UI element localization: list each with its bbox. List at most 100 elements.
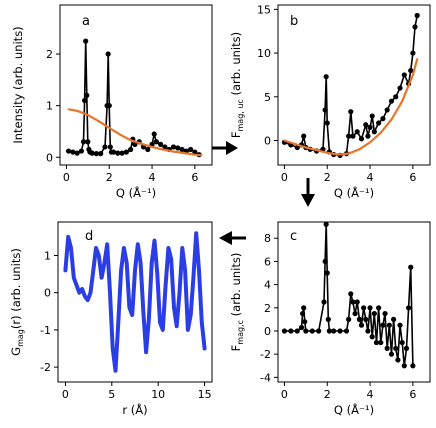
y-tick-label: 5 (264, 91, 271, 104)
data-point (410, 50, 416, 56)
data-point (110, 149, 117, 155)
x-axis-label: Q (Å⁻¹) (334, 185, 374, 200)
data-point (378, 339, 384, 346)
panel-label: c (290, 229, 297, 244)
y-tick-label: -2 (260, 348, 271, 361)
data-point (348, 109, 354, 115)
data-point (89, 150, 95, 156)
data-point (376, 120, 382, 126)
x-axis-label: Q (Å⁻¹) (334, 402, 374, 417)
data-point (408, 67, 414, 74)
y-tick-label: 6 (264, 255, 271, 268)
data-point (382, 310, 388, 317)
y-tick-label: 15 (257, 3, 271, 16)
data-point (350, 299, 356, 305)
data-point (371, 310, 377, 317)
data-point (294, 328, 300, 334)
data-point (391, 316, 397, 322)
data-point (401, 363, 407, 369)
data-point (324, 270, 330, 276)
x-tick-label: 2 (106, 171, 113, 184)
data-point (84, 92, 90, 98)
data-point (414, 12, 420, 19)
data-point (367, 305, 373, 311)
y-tick-label: -2 (40, 361, 51, 374)
y-tick-label: 0 (264, 325, 271, 338)
data-point (365, 328, 371, 334)
panel-d: 0 5 10 15 -2 -1 0 1 r (Å) Gmag(r) (arb. units) d (9, 221, 213, 417)
data-point (323, 74, 329, 80)
data-point (361, 305, 367, 311)
data-point (388, 351, 395, 357)
data-point (187, 146, 194, 153)
data-point (301, 305, 307, 311)
arrow-right (212, 141, 238, 155)
data-point (365, 133, 371, 139)
data-point (399, 339, 405, 346)
data-point (298, 324, 305, 331)
series-line-0 (63, 231, 207, 373)
data-point (85, 139, 91, 145)
y-tick-label: 0 (46, 151, 53, 164)
x-tick-label: 4 (367, 388, 374, 401)
data-point (162, 144, 168, 150)
y-tick-label: 1 (44, 249, 51, 262)
data-point (373, 339, 380, 346)
data-point (288, 328, 294, 334)
data-point (405, 305, 412, 311)
x-tick-label: 4 (367, 171, 374, 184)
data-point (93, 151, 99, 157)
data-point (380, 322, 386, 328)
data-point (102, 144, 108, 150)
x-axis-label: Q (Å⁻¹) (116, 185, 156, 200)
data-point (343, 328, 350, 334)
data-point (386, 322, 392, 328)
y-tick-label: 1 (46, 100, 53, 113)
data-point (403, 345, 410, 351)
data-point (401, 72, 407, 78)
data-point (363, 316, 369, 322)
data-point (322, 258, 328, 265)
data-point (358, 322, 365, 328)
data-point (301, 133, 307, 139)
series-line-1 (283, 58, 419, 156)
data-point (128, 146, 134, 153)
y-tick-label: 8 (264, 232, 271, 245)
data-point (65, 148, 72, 154)
y-tick-label: 0 (44, 287, 51, 300)
data-point (302, 319, 308, 325)
data-point (376, 305, 382, 311)
panel-label: b (290, 14, 298, 29)
data-point (300, 310, 306, 317)
data-point (408, 264, 414, 270)
data-point (321, 299, 327, 305)
data-point (346, 316, 352, 322)
arrow-down (301, 178, 315, 207)
x-tick-label: 6 (191, 171, 198, 184)
data-point (70, 149, 76, 155)
data-point (326, 328, 332, 334)
y-axis-label: Fmag,c (arb. units) (229, 253, 245, 352)
data-point (325, 316, 331, 322)
data-point (397, 322, 403, 328)
x-tick-label: 5 (108, 388, 115, 401)
data-point (395, 357, 401, 363)
data-point (397, 85, 403, 91)
data-point (82, 97, 88, 104)
y-tick-label: -4 (260, 371, 271, 384)
x-tick-label: 2 (324, 388, 331, 401)
data-point (322, 107, 328, 113)
data-point (371, 129, 377, 135)
data-point (170, 144, 177, 150)
data-point (281, 328, 288, 334)
y-tick-label: 10 (257, 47, 271, 60)
data-point (98, 151, 104, 157)
data-point (303, 328, 309, 334)
data-point (115, 150, 121, 156)
panel-b: 0 2 4 6 0 5 10 15 Q (Å⁻¹) Fmag, uc (arb. units) b (229, 3, 431, 200)
data-point (352, 310, 358, 317)
data-point (119, 150, 125, 156)
x-tick-label: 0 (281, 171, 288, 184)
data-point (388, 98, 395, 104)
